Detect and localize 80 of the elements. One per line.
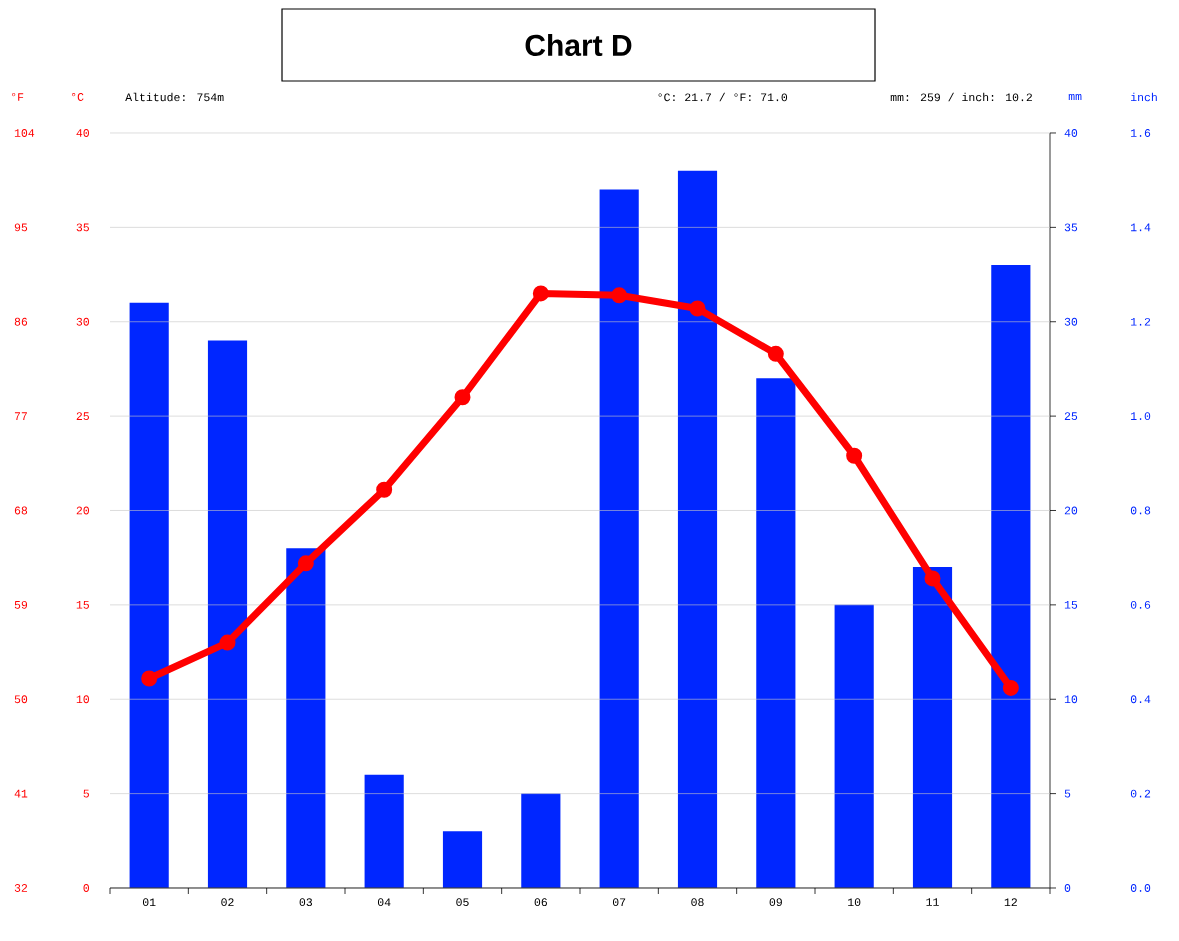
point — [141, 670, 158, 687]
y3-tick-label: 95 — [14, 223, 28, 232]
bar — [834, 604, 874, 888]
bar — [286, 548, 326, 888]
y2-tick-label: 40 — [1064, 129, 1078, 137]
y3-tick-label: 104 — [14, 129, 35, 137]
y3-tick-label: 77 — [14, 412, 27, 420]
y2-tick-label: 15 — [1064, 601, 1078, 609]
text: Altitude: 754m — [125, 92, 224, 102]
x-tick-label: 06 — [534, 898, 547, 907]
y2-tick-label: 30 — [1064, 317, 1078, 326]
chart-title: Chart D — [525, 33, 632, 56]
text: 0.6 — [1130, 600, 1151, 609]
text: 0.4 — [1130, 695, 1151, 704]
y-tick-label: 25 — [76, 412, 89, 421]
point — [219, 634, 236, 651]
y3-tick-label: 32 — [14, 884, 28, 892]
y2-tick-label: 25 — [1064, 412, 1078, 421]
point — [454, 389, 471, 406]
y2-tick-label: 5 — [1064, 789, 1071, 798]
point — [846, 447, 863, 464]
x-tick-label: 07 — [612, 898, 626, 907]
bar — [756, 378, 796, 888]
text: 0.8 — [1130, 506, 1151, 515]
bar — [991, 265, 1031, 888]
y-tick-label: 15 — [76, 601, 89, 609]
point — [532, 285, 549, 302]
bar — [207, 340, 248, 888]
text: 1.0 — [1131, 412, 1151, 420]
point — [689, 300, 706, 317]
y2-tick-label: 10 — [1064, 695, 1078, 704]
bar — [599, 189, 639, 888]
point — [297, 555, 314, 572]
point — [376, 481, 393, 498]
y3-tick-label: 50 — [14, 695, 28, 704]
bar — [442, 831, 483, 888]
y2-tick-label: 20 — [1064, 506, 1078, 515]
bar — [364, 774, 404, 888]
x-tick-label: 01 — [142, 898, 156, 907]
text: 1.6 — [1131, 129, 1151, 137]
y2-tick-label: 35 — [1064, 223, 1078, 232]
point — [924, 570, 941, 587]
x-tick-label: 08 — [691, 898, 704, 907]
text: °C: 21.7 / °F: 71.0 — [658, 92, 788, 102]
bar — [521, 793, 561, 888]
y3-tick-label: 86 — [14, 317, 28, 326]
point — [611, 287, 628, 304]
x-tick-label: 11 — [926, 898, 939, 906]
y3-tick-label: 41 — [14, 789, 28, 798]
y3-tick-label: 68 — [14, 506, 28, 515]
bar — [912, 567, 953, 888]
y-tick-label: 10 — [76, 695, 89, 704]
x-tick-label: 02 — [221, 898, 234, 907]
y-tick-label: 35 — [76, 223, 89, 232]
y2-axis-title: mm — [1068, 93, 1082, 101]
y-tick-label: 0 — [83, 884, 89, 892]
y3-axis-title: °F — [12, 93, 24, 101]
text: mm: 259 / inch: 10.2 — [890, 92, 1032, 102]
x-tick-label: 12 — [1004, 898, 1017, 906]
x-tick-label: 09 — [769, 898, 782, 907]
y-tick-label: 5 — [83, 789, 89, 798]
y-axis-title: °C — [72, 93, 84, 101]
text: 1.2 — [1131, 317, 1151, 326]
y3-tick-label: 59 — [14, 600, 28, 609]
point — [1002, 679, 1019, 696]
x-tick-label: 04 — [377, 898, 391, 907]
text: 0.2 — [1130, 789, 1151, 798]
bar — [129, 302, 169, 888]
bar — [677, 170, 718, 888]
x-tick-label: 03 — [299, 898, 312, 907]
y2-tick-label: 0 — [1064, 884, 1071, 892]
y-tick-label: 40 — [76, 129, 89, 137]
text: 1.4 — [1131, 223, 1151, 232]
x-tick-label: 05 — [456, 898, 469, 907]
x-tick-label: 10 — [848, 898, 861, 907]
y-tick-label: 30 — [76, 317, 89, 326]
y-tick-label: 20 — [76, 506, 89, 515]
text: inch — [1131, 92, 1157, 102]
point — [767, 345, 784, 362]
text: 0.0 — [1130, 884, 1151, 892]
